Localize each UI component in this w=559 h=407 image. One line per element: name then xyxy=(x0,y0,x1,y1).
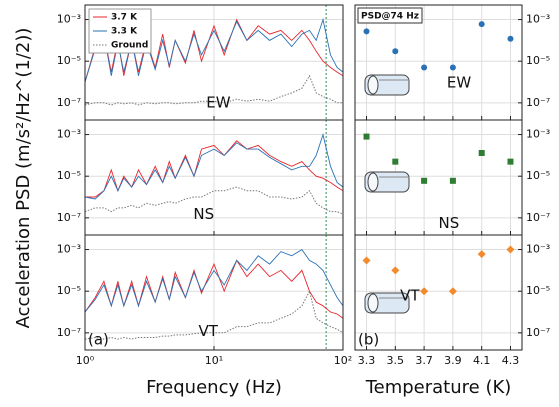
x-tick-label: 3.9 xyxy=(444,354,462,367)
y-tick-label: 10⁻⁵ xyxy=(57,169,81,182)
legend-label: Ground xyxy=(111,41,148,51)
legend-label: 3.7 K xyxy=(111,13,138,23)
panel-annotation: VT xyxy=(400,286,420,304)
marker xyxy=(506,245,515,254)
marker xyxy=(478,21,485,28)
x-tick-label: 4.1 xyxy=(473,354,491,367)
x-tick-label: 3.3 xyxy=(358,354,376,367)
y-tick-label: 10⁻³ xyxy=(57,13,81,26)
y-tick-label: 10⁻⁷ xyxy=(526,211,550,224)
marker xyxy=(449,177,456,184)
y-tick-label: 10⁻⁵ xyxy=(526,169,550,182)
marker xyxy=(448,287,457,296)
series-line xyxy=(85,18,343,83)
annotation-box xyxy=(357,7,423,24)
marker xyxy=(507,158,514,165)
series-line xyxy=(85,132,343,200)
panel-label: (b) xyxy=(358,331,379,349)
x-tick-label: 10⁰ xyxy=(76,354,95,367)
y-tick-label: 10⁻⁷ xyxy=(57,211,81,224)
marker xyxy=(421,64,428,71)
x-tick-label: 4.3 xyxy=(502,354,520,367)
panel-annotation: VT xyxy=(199,322,219,340)
panel-label: (a) xyxy=(88,331,109,349)
panel-frame xyxy=(84,234,344,351)
marker xyxy=(363,28,370,35)
y-tick-label: 10⁻³ xyxy=(526,128,550,141)
y-tick-label: 10⁻⁷ xyxy=(57,96,81,109)
x-tick-label: 3.5 xyxy=(387,354,405,367)
sensor-icon xyxy=(367,75,379,95)
marker xyxy=(362,256,371,265)
marker xyxy=(507,35,514,42)
x-tick-label: 10² xyxy=(334,354,352,367)
panel-frame xyxy=(354,234,523,351)
y-axis-label: Acceleration PSD (m/s²/Hz^(1/2)) xyxy=(13,28,34,329)
marker xyxy=(421,177,428,184)
annotation-box-label: PSD@74 Hz xyxy=(361,12,419,22)
y-tick-label: 10⁻⁷ xyxy=(526,326,550,339)
panel-annotation: NS xyxy=(439,214,460,232)
legend-label: 3.3 K xyxy=(111,27,138,37)
y-tick-label: 10⁻⁵ xyxy=(57,54,81,67)
panel xyxy=(85,120,343,235)
series-line xyxy=(85,248,343,313)
series-line xyxy=(85,140,343,198)
panel-annotation: NS xyxy=(193,205,214,223)
y-tick-label: 10⁻⁷ xyxy=(526,96,550,109)
series-line xyxy=(85,186,343,215)
x-axis-label: Frequency (Hz) xyxy=(146,377,282,398)
y-tick-label: 10⁻³ xyxy=(57,128,81,141)
series-line xyxy=(85,289,343,340)
panel-annotation: EW xyxy=(447,74,471,92)
panel xyxy=(355,235,522,350)
series-line xyxy=(85,17,343,83)
panel xyxy=(85,235,343,350)
marker xyxy=(477,250,486,259)
marker xyxy=(449,64,456,71)
sensor-icon xyxy=(367,293,379,313)
y-tick-label: 10⁻⁵ xyxy=(57,284,81,297)
x-axis-label: Temperature (K) xyxy=(365,377,512,398)
y-tick-label: 10⁻³ xyxy=(57,243,81,256)
marker xyxy=(392,158,399,165)
sensor-icon xyxy=(367,172,379,192)
y-tick-label: 10⁻⁷ xyxy=(57,326,81,339)
y-tick-label: 10⁻³ xyxy=(526,243,550,256)
marker xyxy=(478,150,485,157)
series-line xyxy=(85,74,343,106)
panel-annotation: EW xyxy=(206,93,230,111)
y-tick-label: 10⁻⁵ xyxy=(526,54,550,67)
y-tick-label: 10⁻⁵ xyxy=(526,284,550,297)
y-tick-label: 10⁻³ xyxy=(526,13,550,26)
marker xyxy=(363,133,370,140)
x-tick-label: 3.7 xyxy=(415,354,433,367)
marker xyxy=(391,266,400,275)
x-tick-label: 10¹ xyxy=(205,354,223,367)
marker xyxy=(420,287,429,296)
marker xyxy=(392,48,399,55)
